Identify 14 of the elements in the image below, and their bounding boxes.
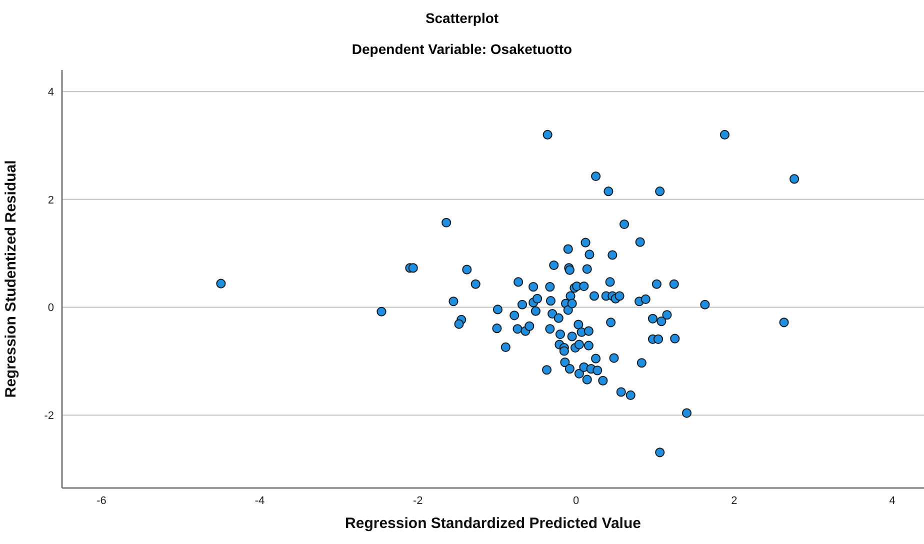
y-tick-label: 0 <box>48 302 54 314</box>
x-axis-title: Regression Standardized Predicted Value <box>344 515 642 532</box>
y-tick-label: 4 <box>48 86 54 98</box>
x-tick-label: 0 <box>572 494 580 507</box>
x-tick-label: 4 <box>889 494 896 507</box>
y-tick-label: 2 <box>48 194 54 206</box>
chart-title: Scatterplot <box>424 10 500 26</box>
chart-subtitle: Dependent Variable: Osaketuotto <box>350 41 574 57</box>
x-tick-label: -6 <box>96 494 106 507</box>
y-axis-title: Regression Studentized Residual <box>2 160 20 398</box>
y-tick-label: -2 <box>44 410 54 422</box>
x-tick-label: -4 <box>254 494 265 507</box>
x-tick-label: 2 <box>731 494 738 507</box>
x-tick-label: -2 <box>412 494 423 507</box>
